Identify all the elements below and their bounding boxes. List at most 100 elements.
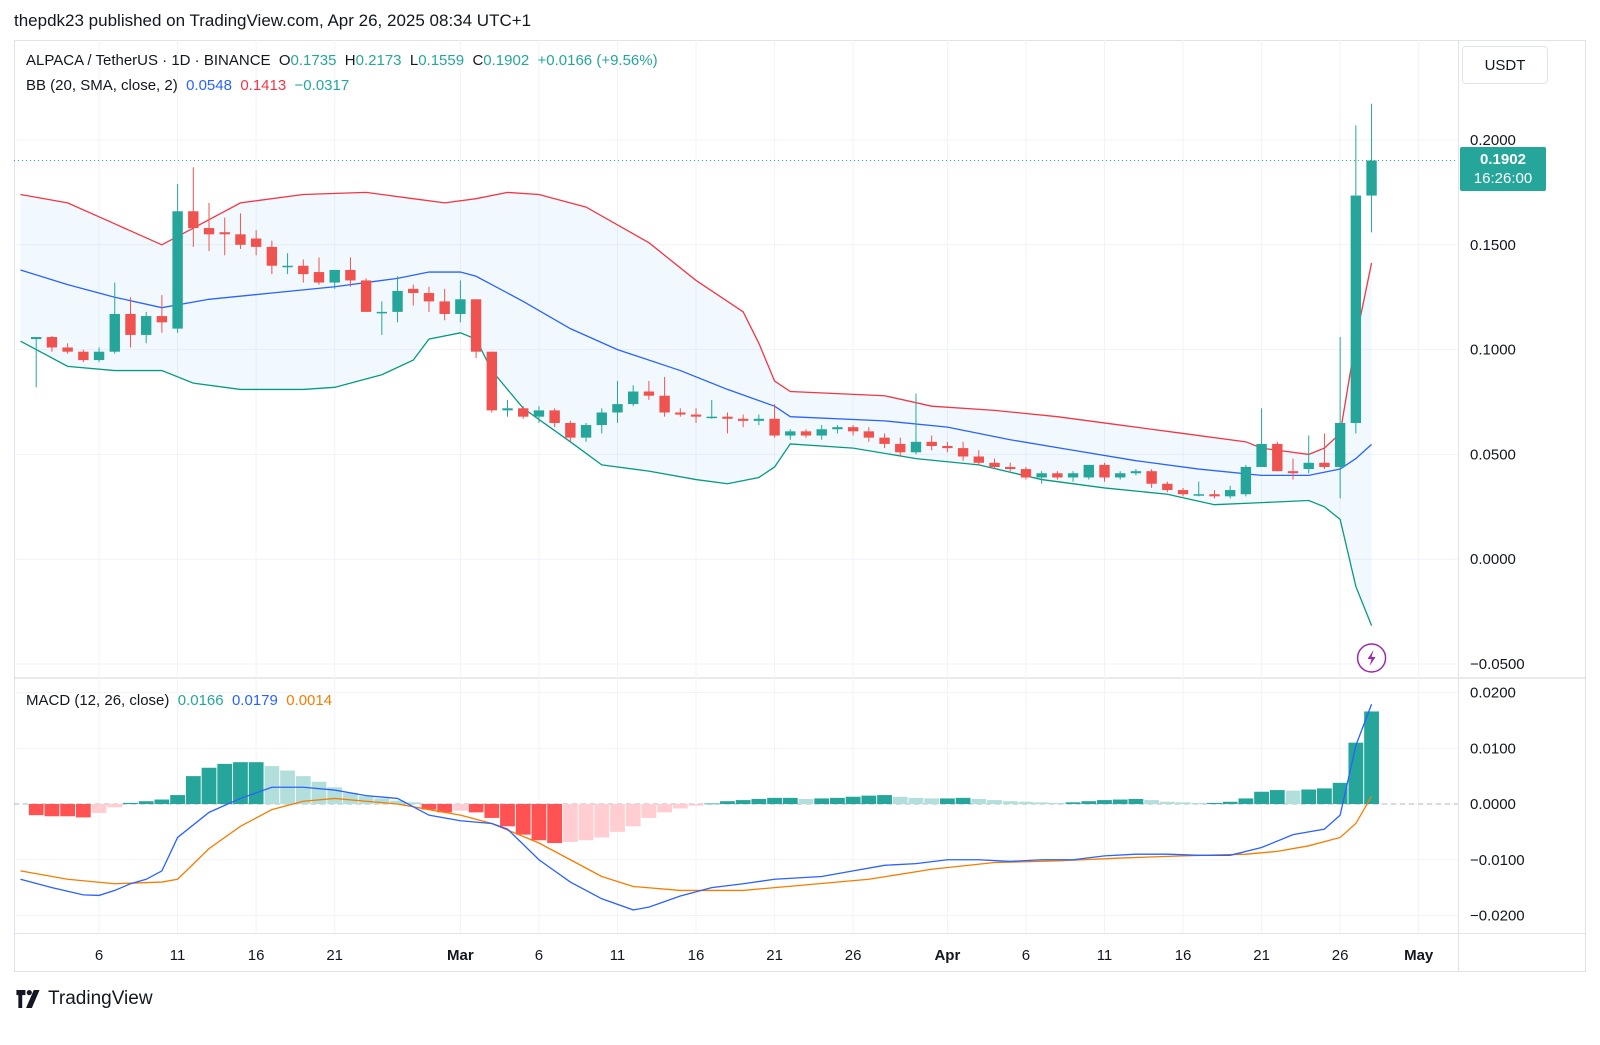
candle-body xyxy=(298,265,309,275)
macd-hist-bar xyxy=(782,797,798,804)
macd-hist-bar xyxy=(672,804,688,809)
symbol-title[interactable]: ALPACA / TetherUS · 1D · BINANCE xyxy=(26,52,271,69)
candle-body xyxy=(1130,471,1142,474)
macd-hist-bar xyxy=(798,798,814,804)
candle-body xyxy=(753,418,765,421)
macd-hist-bar xyxy=(233,762,248,804)
candle-body xyxy=(329,269,340,283)
macd-hist-bar xyxy=(484,804,500,818)
macd-hist-bar xyxy=(877,795,892,804)
candle-body xyxy=(203,228,215,235)
brand[interactable]: TradingView xyxy=(14,988,153,1010)
last-price-tag: 0.1902 16:26:00 xyxy=(1460,147,1546,191)
time-tick-label: 16 xyxy=(688,947,705,964)
macd-title[interactable]: MACD (12, 26, close) xyxy=(26,692,170,709)
time-tick-label: 6 xyxy=(535,947,543,964)
candle-body xyxy=(1209,494,1220,497)
macd-hist-bar xyxy=(547,804,563,844)
candle-body xyxy=(455,299,466,314)
candle-body xyxy=(1162,483,1173,491)
macd-hist-bar xyxy=(562,804,578,842)
macd-hist-bar xyxy=(311,781,327,804)
candle-body xyxy=(1319,462,1330,467)
macd-hist-bar xyxy=(1112,799,1128,804)
brand-name: TradingView xyxy=(48,988,153,1009)
macd-hist-bar xyxy=(264,766,280,804)
macd-hist-bar xyxy=(390,800,405,804)
macd-hist-bar xyxy=(751,798,767,804)
candle-body xyxy=(973,456,985,463)
macd-hist-bar xyxy=(861,795,877,804)
time-tick-label: May xyxy=(1404,947,1434,964)
candle-body xyxy=(706,416,717,419)
price-tick-label: −0.0500 xyxy=(1470,656,1525,673)
chart-frame: 0.2000 0.1500 0.1000 0.0500 0.0000 −0.0500 0.0… xyxy=(14,40,1586,996)
bb-title[interactable]: BB (20, SMA, close, 2) xyxy=(26,77,178,94)
candle-body xyxy=(360,280,372,312)
symbol-legend: ALPACA / TetherUS · 1D · BINANCE O0.1735… xyxy=(26,52,658,69)
candle-body xyxy=(172,211,183,329)
last-price-value: 0.1902 xyxy=(1480,151,1526,168)
macd-hist-bar xyxy=(75,804,91,818)
candle-body xyxy=(785,431,796,436)
macd-hist-bar xyxy=(1254,791,1269,804)
macd-hist-bar xyxy=(1222,801,1238,804)
macd-hist-bar xyxy=(327,787,343,804)
macd-hist-bar xyxy=(1159,801,1175,804)
candle-body xyxy=(942,446,953,449)
candle-body xyxy=(1036,473,1047,478)
macd-hist-bar xyxy=(185,776,201,804)
candle-body xyxy=(1287,471,1299,474)
publish-info: thepdk23 published on TradingView.com, A… xyxy=(14,11,532,30)
macd-hist-bar xyxy=(720,801,735,804)
candle-body xyxy=(722,416,733,419)
open-label: O xyxy=(278,52,291,69)
time-tick-label: 6 xyxy=(1022,947,1030,964)
candle-body xyxy=(1115,473,1126,478)
macd-hist-bar xyxy=(1364,711,1379,804)
macd-hist-bar xyxy=(1207,802,1222,804)
currency-selector[interactable]: USDT xyxy=(1462,46,1548,84)
candle-body xyxy=(675,412,686,415)
candle-body xyxy=(910,441,922,453)
macd-hist-bar xyxy=(358,796,374,804)
macd-hist-bar xyxy=(892,796,908,804)
candle-body xyxy=(1303,462,1314,470)
candle-body xyxy=(1005,466,1016,470)
candle-body xyxy=(62,347,73,352)
countdown-value: 16:26:00 xyxy=(1473,170,1533,187)
candle-body xyxy=(1224,490,1236,497)
candle-body xyxy=(627,391,639,405)
macd-tick-label: 0.0100 xyxy=(1470,740,1516,757)
bb-upper-value: 0.1413 xyxy=(240,77,287,94)
macd-hist-bar xyxy=(217,763,233,804)
macd-hist-bar xyxy=(1317,788,1332,804)
chart-canvas[interactable]: 0.2000 0.1500 0.1000 0.0500 0.0000 −0.0500 0.0… xyxy=(14,40,1586,996)
time-tick-label: Mar xyxy=(447,947,474,964)
candle-body xyxy=(486,351,497,411)
candle-body xyxy=(690,414,702,417)
time-tick-label: 21 xyxy=(1253,947,1270,964)
time-tick-label: 16 xyxy=(1175,947,1192,964)
bb-lower-value: −0.0317 xyxy=(294,77,350,94)
macd-hist-bar xyxy=(374,798,390,804)
macd-hist-bar xyxy=(531,804,547,841)
macd-hist-bar xyxy=(405,802,421,804)
high-label: H xyxy=(344,52,356,69)
candle-body xyxy=(266,246,278,266)
candle-body xyxy=(235,234,246,245)
candle-body xyxy=(470,299,482,352)
macd-hist-bar xyxy=(625,804,641,827)
candle-body xyxy=(612,404,623,413)
time-tick-label: 26 xyxy=(1332,947,1349,964)
candle-body xyxy=(188,211,199,229)
macd-hist-bar xyxy=(295,776,311,804)
macd-hist-bar xyxy=(1018,801,1034,804)
candle-body xyxy=(1083,464,1094,478)
candle-body xyxy=(926,441,937,447)
macd-hist-bar xyxy=(987,800,1002,804)
candle-body xyxy=(408,288,419,294)
time-tick-label: 6 xyxy=(95,947,103,964)
candle-body xyxy=(46,337,58,348)
macd-hist-bar xyxy=(248,762,264,804)
